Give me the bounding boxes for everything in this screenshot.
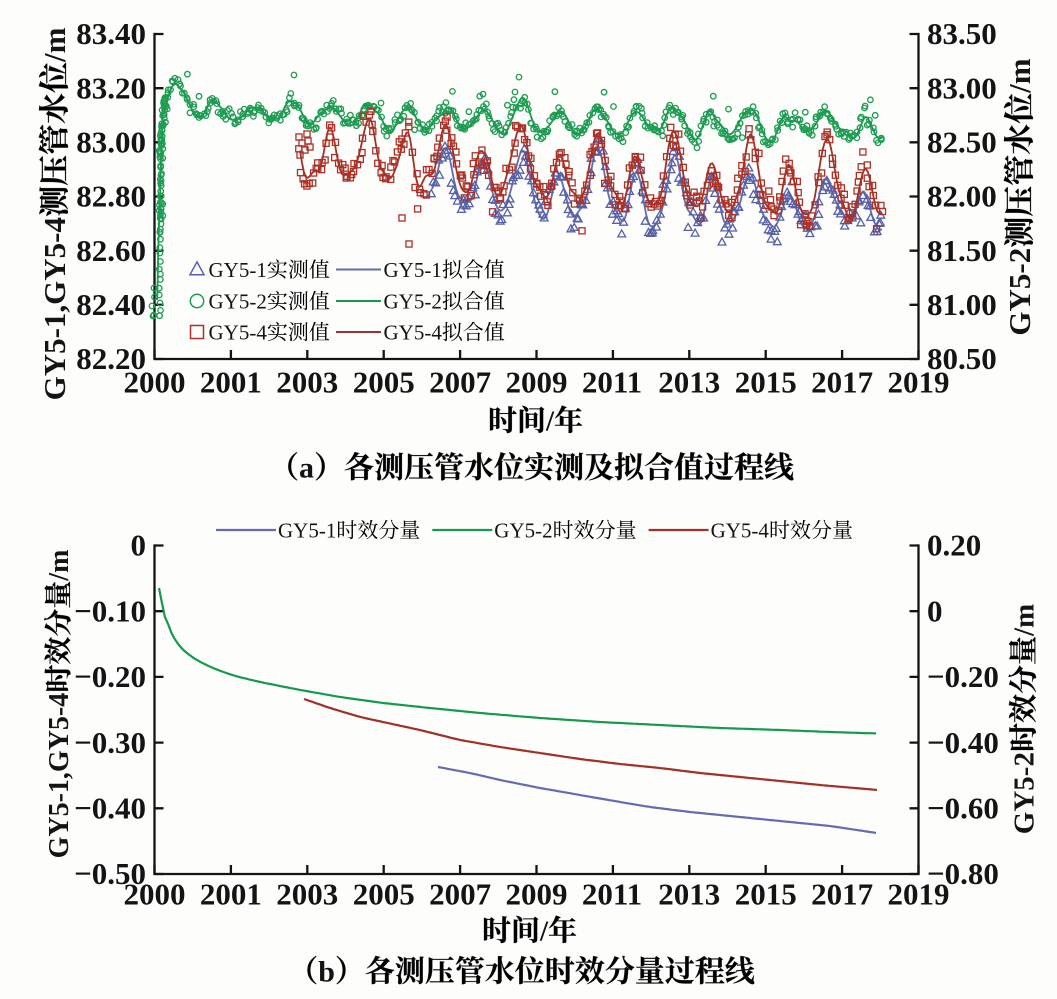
svg-text:GY5-4: GY5-4 [209, 321, 268, 345]
svg-text:−0.30: −0.30 [74, 725, 146, 760]
svg-text:80.50: 80.50 [927, 341, 997, 376]
svg-text:83.50: 83.50 [927, 16, 997, 51]
svg-text:2011: 2011 [582, 877, 642, 912]
svg-text:0.20: 0.20 [927, 528, 981, 563]
svg-text:2000: 2000 [124, 365, 186, 400]
svg-text:2007: 2007 [429, 365, 491, 400]
svg-text:GY5-2: GY5-2 [384, 290, 442, 314]
svg-text:81.50: 81.50 [927, 233, 997, 268]
svg-text:−0.80: −0.80 [927, 856, 999, 891]
svg-text:−0.10: −0.10 [74, 593, 146, 628]
svg-text:2011: 2011 [582, 365, 642, 400]
svg-text:2005: 2005 [353, 365, 415, 400]
svg-text:GY5-4: GY5-4 [384, 321, 443, 345]
svg-text:GY5-2: GY5-2 [1002, 248, 1037, 336]
svg-text:/: / [539, 916, 549, 948]
svg-text:GY5-2: GY5-2 [494, 519, 552, 543]
svg-text:0: 0 [131, 528, 147, 563]
svg-text:83.40: 83.40 [76, 16, 146, 51]
svg-text:2009: 2009 [506, 877, 568, 912]
svg-text:GY5-2: GY5-2 [1008, 752, 1040, 834]
svg-text:82.60: 82.60 [76, 233, 146, 268]
svg-text:GY5-1,GY5-4: GY5-1,GY5-4 [37, 217, 72, 400]
svg-text:2013: 2013 [658, 877, 720, 912]
svg-text:/: / [545, 406, 555, 438]
svg-text:2001: 2001 [200, 365, 262, 400]
svg-text:GY5-2: GY5-2 [209, 290, 267, 314]
svg-text:b: b [318, 956, 335, 989]
svg-text:2003: 2003 [276, 877, 338, 912]
svg-text:/m: /m [37, 27, 72, 63]
svg-text:82.00: 82.00 [927, 179, 997, 214]
svg-text:2019: 2019 [888, 877, 950, 912]
svg-text:0: 0 [927, 593, 943, 628]
svg-text:2005: 2005 [353, 877, 415, 912]
svg-text:GY5-4: GY5-4 [711, 519, 770, 543]
svg-text:/m: /m [44, 550, 75, 582]
svg-text:83.00: 83.00 [76, 125, 146, 160]
svg-text:/m: /m [1008, 604, 1040, 637]
svg-text:2015: 2015 [735, 365, 797, 400]
svg-text:82.20: 82.20 [76, 341, 146, 376]
svg-text:82.80: 82.80 [76, 179, 146, 214]
svg-text:2019: 2019 [888, 365, 950, 400]
svg-text:82.40: 82.40 [76, 287, 146, 322]
svg-text:2000: 2000 [124, 877, 186, 912]
svg-text:GY5-1: GY5-1 [278, 519, 336, 543]
svg-text:2015: 2015 [735, 877, 797, 912]
svg-text:2009: 2009 [506, 365, 568, 400]
svg-text:GY5-1,GY5-4: GY5-1,GY5-4 [44, 693, 75, 859]
svg-text:83.20: 83.20 [76, 70, 146, 105]
svg-text:2013: 2013 [658, 365, 720, 400]
svg-text:81.00: 81.00 [927, 287, 997, 322]
svg-text:−0.40: −0.40 [927, 725, 999, 760]
svg-text:/m: /m [1002, 58, 1037, 94]
svg-text:2007: 2007 [429, 877, 491, 912]
svg-text:2003: 2003 [276, 365, 338, 400]
svg-text:−0.40: −0.40 [74, 791, 146, 826]
svg-text:GY5-1: GY5-1 [384, 258, 442, 282]
svg-text:2001: 2001 [200, 877, 262, 912]
svg-text:2017: 2017 [811, 365, 873, 400]
svg-text:−0.20: −0.20 [927, 659, 999, 694]
svg-text:−0.20: −0.20 [74, 659, 146, 694]
svg-text:83.00: 83.00 [927, 70, 997, 105]
svg-text:GY5-1: GY5-1 [209, 258, 267, 282]
svg-text:a: a [299, 452, 314, 485]
svg-text:−0.60: −0.60 [927, 791, 999, 826]
svg-text:−0.50: −0.50 [74, 856, 146, 891]
svg-text:82.50: 82.50 [927, 125, 997, 160]
svg-text:2017: 2017 [811, 877, 873, 912]
